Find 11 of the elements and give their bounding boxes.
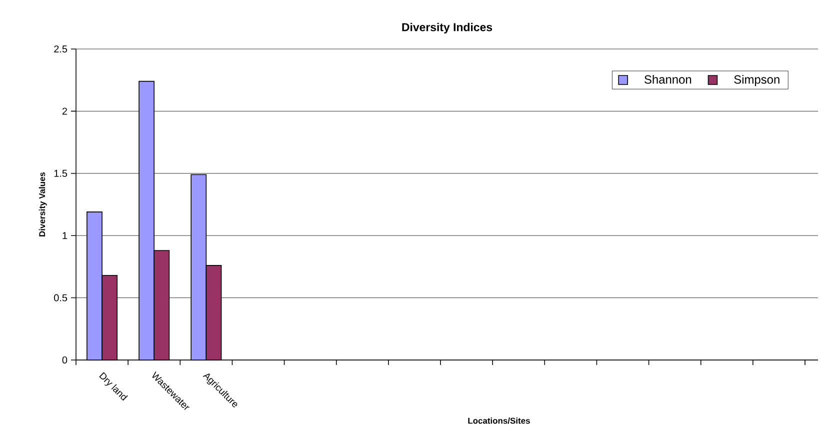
legend-label: Shannon <box>644 74 692 84</box>
x-axis-title: Locations/Sites <box>468 418 530 424</box>
y-tick-label: 1.5 <box>54 170 68 177</box>
y-tick-label: 2 <box>62 108 67 115</box>
y-tick-label: 1 <box>62 232 68 240</box>
y-axis-title: Diversity Values <box>38 172 47 236</box>
y-tick-label: 0.5 <box>54 294 68 302</box>
y-tick-label: 2.5 <box>54 45 68 53</box>
y-tick-label: 0 <box>62 356 68 364</box>
chart-title: Diversity Indices <box>402 22 492 34</box>
legend-label: Simpson <box>734 74 780 86</box>
